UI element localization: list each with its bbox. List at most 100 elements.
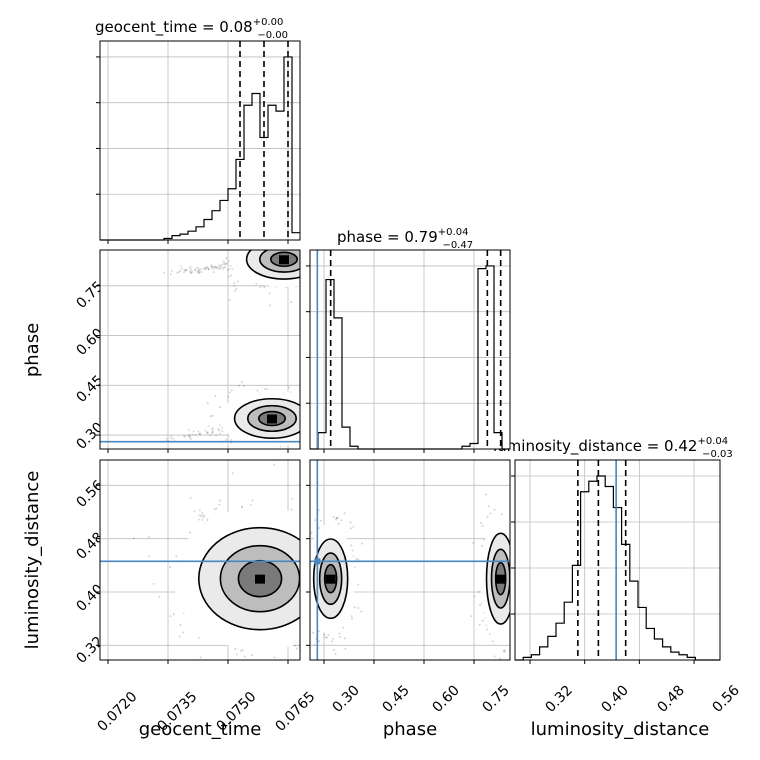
- sample-point: [219, 499, 222, 502]
- sample-point: [307, 397, 309, 399]
- sample-point: [193, 510, 196, 513]
- sample-point: [304, 438, 306, 440]
- sample-point: [512, 562, 514, 564]
- sample-point: [203, 267, 206, 270]
- sample-point: [237, 247, 239, 249]
- histogram-bar: [556, 623, 564, 660]
- histogram-bar: [548, 636, 556, 660]
- sample-point: [344, 647, 347, 650]
- sample-point: [318, 640, 321, 643]
- sample-point: [307, 419, 309, 421]
- sample-point: [316, 242, 318, 244]
- sample-point: [487, 505, 490, 508]
- xticks-luminosity-distance: 0.32 0.40 0.48 0.56: [543, 682, 743, 715]
- sample-point: [169, 273, 172, 276]
- sample-point: [214, 395, 217, 398]
- sample-point: [351, 617, 354, 620]
- sample-point: [301, 546, 303, 548]
- sample-point: [191, 433, 194, 436]
- sample-point: [513, 557, 515, 559]
- sample-point: [147, 536, 150, 539]
- sample-point: [325, 636, 328, 639]
- histogram-bar: [220, 200, 228, 240]
- sample-point: [225, 257, 228, 260]
- sample-point: [329, 231, 331, 233]
- sample-point: [324, 636, 327, 639]
- sample-point: [211, 414, 214, 417]
- truth-marker: [314, 558, 321, 565]
- sample-point: [187, 428, 190, 431]
- sample-point: [207, 268, 210, 271]
- sample-point: [340, 519, 343, 522]
- density-geocent-time-vs-luminosity-distance: [96, 459, 308, 664]
- sample-point: [240, 649, 243, 652]
- sample-point: [355, 557, 358, 560]
- sample-point: [352, 525, 355, 528]
- sample-point: [301, 621, 303, 623]
- sample-point: [481, 524, 484, 527]
- sample-point: [511, 607, 513, 609]
- sample-point: [300, 225, 302, 227]
- sample-point: [305, 290, 307, 292]
- xtick-label: 0.30: [330, 682, 363, 715]
- sample-point: [198, 514, 201, 517]
- sample-point: [334, 652, 337, 655]
- sample-point: [211, 430, 214, 433]
- sample-point: [299, 243, 301, 245]
- sample-point: [209, 434, 212, 437]
- sample-point: [513, 551, 515, 553]
- sample-point: [303, 591, 305, 593]
- sample-point: [188, 434, 191, 437]
- sample-point: [229, 264, 232, 267]
- sample-point: [512, 591, 514, 593]
- sample-point: [335, 516, 338, 519]
- sample-point: [261, 246, 263, 248]
- sample-point: [306, 585, 308, 587]
- sample-point: [313, 519, 316, 522]
- sample-point: [304, 589, 306, 591]
- density-peak: [255, 574, 265, 584]
- sample-point: [179, 265, 182, 268]
- sample-point: [233, 284, 236, 287]
- sample-point: [224, 266, 227, 269]
- sample-point: [276, 241, 278, 243]
- sample-point: [225, 438, 228, 441]
- sample-point: [512, 616, 514, 618]
- sample-point: [234, 289, 237, 292]
- sample-point: [313, 242, 315, 244]
- sample-point: [513, 538, 515, 540]
- sample-point: [211, 431, 214, 434]
- sample-point: [291, 497, 294, 500]
- sample-point: [499, 665, 501, 667]
- sample-point: [244, 247, 246, 249]
- sample-point: [306, 568, 308, 570]
- sample-point: [317, 509, 320, 512]
- sample-point: [332, 648, 335, 651]
- sample-point: [281, 246, 283, 248]
- sample-point: [342, 626, 345, 629]
- sample-point: [170, 437, 173, 440]
- sample-point: [197, 267, 200, 270]
- sample-point: [280, 242, 282, 244]
- sample-point: [293, 244, 295, 246]
- sample-point: [484, 493, 487, 496]
- sample-point: [301, 261, 303, 263]
- sample-point: [481, 619, 484, 622]
- histogram-geocent-time: [96, 40, 301, 244]
- sample-point: [327, 634, 330, 637]
- sample-point: [304, 261, 306, 263]
- sample-point: [256, 389, 259, 392]
- sample-point: [307, 245, 309, 247]
- sample-point: [350, 544, 353, 547]
- histogram-bar: [180, 234, 188, 240]
- sample-point: [171, 269, 174, 272]
- sample-point: [294, 644, 297, 647]
- xtick-label: 0.60: [430, 682, 463, 715]
- sample-point: [176, 271, 179, 274]
- sample-point: [493, 655, 496, 658]
- sample-point: [304, 246, 306, 248]
- sample-point: [304, 259, 306, 261]
- sample-point: [204, 266, 207, 269]
- sample-point: [302, 524, 304, 526]
